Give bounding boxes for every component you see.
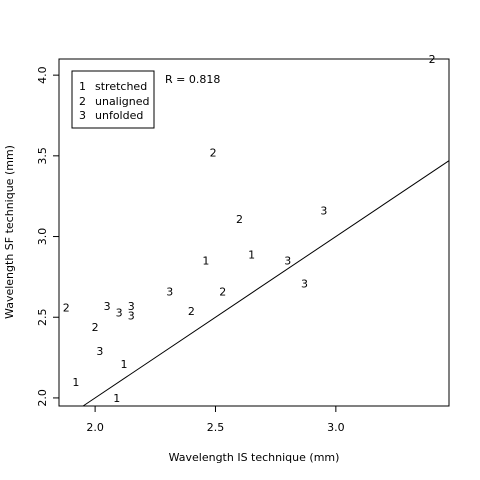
data-point: 3	[320, 205, 327, 218]
y-tick-label: 3.5	[36, 147, 49, 165]
data-point: 3	[166, 285, 173, 298]
y-axis-title: Wavelength SF technique (mm)	[3, 145, 16, 319]
legend-label-unaligned: unaligned	[95, 95, 150, 108]
data-point: 2	[219, 285, 226, 298]
data-point: 3	[96, 345, 103, 358]
plot-frame	[58, 58, 450, 407]
y-tick-label: 4.0	[36, 66, 49, 84]
data-point: 3	[104, 300, 111, 313]
data-point: 2	[236, 213, 243, 226]
data-point: 1	[202, 255, 209, 268]
data-point: 3	[128, 300, 135, 313]
x-tick-label: 2.0	[86, 421, 104, 434]
data-point: 1	[72, 376, 79, 389]
data-point: 3	[284, 255, 291, 268]
data-point: 2	[63, 302, 70, 315]
x-axis-title: Wavelength IS technique (mm)	[169, 451, 340, 464]
data-point: 2	[188, 305, 195, 318]
data-point: 3	[301, 277, 308, 290]
legend-label-stretched: stretched	[95, 80, 147, 93]
legend-box	[71, 70, 155, 129]
y-tick-label: 2.5	[36, 308, 49, 326]
data-point: 3	[128, 310, 135, 323]
legend-label-unfolded: unfolded	[95, 109, 143, 122]
data-point: 2	[210, 147, 217, 160]
x-axis: 2.0 2.5 3.0	[86, 406, 345, 434]
y-tick-label: 2.0	[36, 389, 49, 407]
data-point: 1	[113, 392, 120, 405]
legend-code-3: 3	[79, 109, 86, 122]
y-tick-label: 3.0	[36, 228, 49, 246]
data-point: 2	[92, 321, 99, 334]
reference-line	[82, 160, 450, 407]
legend: 1 stretched 2 unaligned 3 unfolded	[71, 70, 155, 129]
legend-code-1: 1	[79, 80, 86, 93]
data-point: 1	[121, 358, 128, 371]
legend-code-2: 2	[79, 95, 86, 108]
data-point: 2	[429, 53, 436, 66]
y-axis: 2.0 2.5 3.0 3.5 4.0	[36, 66, 59, 407]
x-tick-label: 2.5	[207, 421, 225, 434]
data-point: 1	[248, 248, 255, 261]
correlation-annotation: R = 0.818	[165, 73, 220, 86]
data-point: 3	[116, 306, 123, 319]
x-tick-label: 3.0	[327, 421, 345, 434]
